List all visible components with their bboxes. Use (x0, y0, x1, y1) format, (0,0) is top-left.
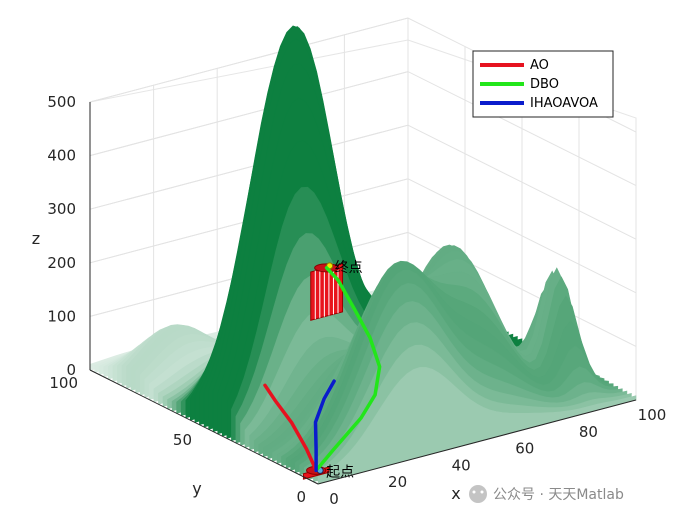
z-tick-label: 500 (47, 93, 76, 111)
watermark: 公众号 · 天天Matlab (469, 485, 624, 503)
x-tick-label: 100 (638, 406, 667, 424)
flight-paths (263, 266, 382, 473)
legend: AO DBO IHAOAVOA (472, 50, 614, 118)
y-axis-label: y (192, 479, 201, 498)
y-tick-label: 100 (49, 374, 78, 392)
x-axis-label: x (451, 484, 460, 503)
z-tick-label: 100 (47, 307, 76, 325)
watermark-text: 公众号 · 天天Matlab (493, 487, 624, 503)
z-tick-label: 200 (47, 254, 76, 272)
wechat-icon (469, 485, 487, 503)
terrain-surface (89, 25, 637, 485)
path-dbo (314, 266, 382, 473)
goal-label: 终点 (335, 260, 363, 276)
z-tick-label: 400 (47, 147, 76, 165)
x-tick-label: 20 (388, 473, 407, 491)
legend-label-ihaoavoa: IHAOAVOA (530, 96, 598, 111)
z-tick-label: 0 (66, 361, 76, 379)
path-ao (263, 383, 318, 473)
x-tick-label: 80 (579, 423, 598, 441)
x-tick-label: 40 (452, 456, 471, 474)
axis-lines (89, 102, 637, 485)
legend-label-dbo: DBO (530, 77, 559, 92)
y-tick-label: 50 (173, 431, 192, 449)
legend-label-ao: AO (530, 58, 549, 73)
z-axis-label: z (32, 229, 40, 248)
y-tick-label: 0 (296, 488, 306, 506)
x-tick-label: 60 (515, 440, 534, 458)
x-tick-label: 0 (329, 490, 339, 508)
z-tick-label: 300 (47, 200, 76, 218)
path-ihaoavoa (313, 379, 336, 473)
